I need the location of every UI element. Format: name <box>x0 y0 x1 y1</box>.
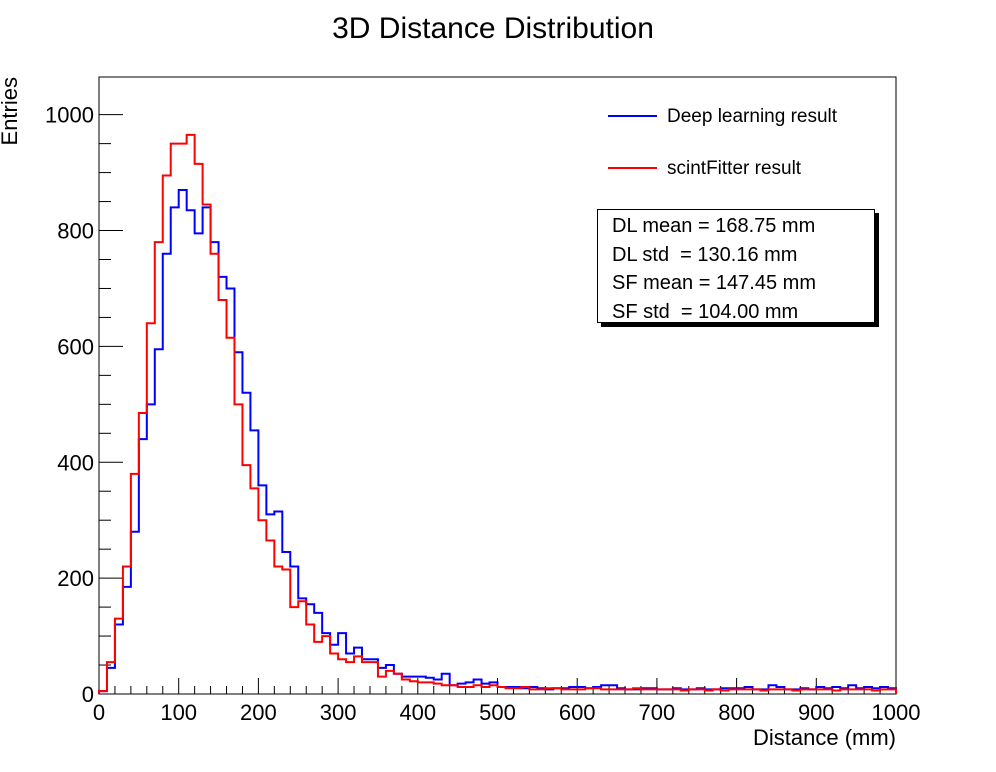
x-tick-labels: 0 100 200 300 400 500 600 700 800 900 1000 <box>93 700 921 725</box>
series-scintfitter-step-line <box>98 133 897 694</box>
x-tick-label: 400 <box>399 700 436 725</box>
x-tick-label: 600 <box>559 700 596 725</box>
legend-label-scintfitter: scintFitter result <box>667 158 802 179</box>
x-tick-label: 700 <box>639 700 676 725</box>
x-tick-label: 100 <box>160 700 197 725</box>
chart-title: 3D Distance Distribution <box>332 12 654 45</box>
x-tick-label: 300 <box>320 700 357 725</box>
stats-dl-mean: DL mean = 168.75 mm <box>612 215 816 237</box>
x-tick-label: 0 <box>93 700 105 725</box>
stats-sf-mean: SF mean = 147.45 mm <box>612 272 816 294</box>
x-axis-label: Distance (mm) <box>753 725 896 750</box>
y-tick-label: 400 <box>57 450 94 475</box>
x-tick-label: 900 <box>798 700 835 725</box>
legend: Deep learning result scintFitter result <box>608 106 838 179</box>
x-tick-label: 200 <box>240 700 277 725</box>
x-tick-label: 1000 <box>872 700 921 725</box>
histogram-series <box>98 133 897 694</box>
y-axis-label: Entries <box>0 77 22 145</box>
y-tick-label: 1000 <box>45 103 94 128</box>
stats-dl-std: DL std = 130.16 mm <box>612 243 798 266</box>
x-tick-label: 800 <box>718 700 755 725</box>
y-tick-label: 800 <box>57 219 94 244</box>
axis-ticks <box>98 114 897 695</box>
y-tick-label: 600 <box>57 334 94 359</box>
y-tick-label: 0 <box>82 682 94 707</box>
y-tick-label: 200 <box>57 566 94 591</box>
stats-box: DL mean = 168.75 mm DL std = 130.16 mm S… <box>597 209 875 323</box>
y-tick-labels: 0 200 400 600 800 1000 <box>45 103 94 707</box>
legend-label-deep-learning: Deep learning result <box>667 106 838 127</box>
stats-sf-std: SF std = 104.00 mm <box>612 300 799 323</box>
x-tick-label: 500 <box>479 700 516 725</box>
